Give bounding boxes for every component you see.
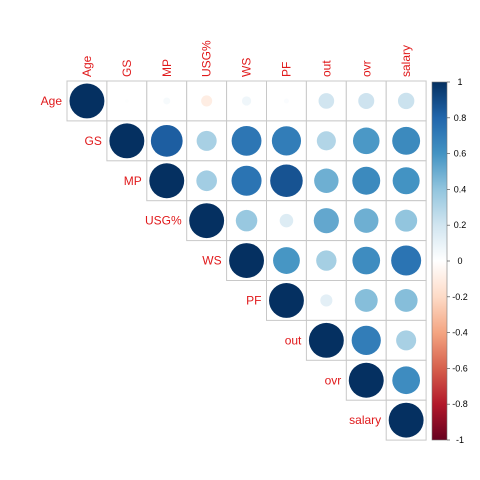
corr-circle-Age-USG%	[201, 95, 212, 106]
column-label: WS	[240, 58, 254, 77]
corr-circle-WS-ovr	[352, 247, 380, 275]
corr-circle-Age-salary	[398, 93, 414, 109]
column-label: PF	[279, 62, 293, 77]
corr-circle-salary-salary	[389, 403, 424, 438]
column-label: MP	[160, 59, 174, 77]
circle-layer	[70, 84, 424, 438]
colorbar-tick-label: -0.6	[452, 363, 468, 373]
colorbar-gradient	[432, 82, 447, 440]
corr-circle-Age-MP	[163, 97, 170, 104]
colorbar-tick-label: 0.8	[454, 113, 467, 123]
corr-circle-USG%-salary	[395, 210, 417, 232]
corr-circle-MP-MP	[149, 163, 184, 198]
corr-circle-WS-salary	[391, 246, 421, 276]
corr-circle-PF-ovr	[355, 289, 378, 312]
column-label: out	[319, 60, 333, 77]
corr-circle-MP-PF	[270, 164, 303, 197]
corr-circle-ovr-ovr	[349, 363, 384, 398]
corr-circle-GS-WS	[232, 126, 262, 156]
colorbar-tick-label: -0.8	[452, 399, 468, 409]
corr-circle-out-ovr	[352, 326, 381, 355]
column-label: USG%	[200, 40, 214, 77]
colorbar-tick-label: 0.2	[454, 220, 467, 230]
corr-circle-PF-PF	[269, 283, 304, 318]
corr-circle-MP-salary	[393, 167, 420, 194]
corr-circle-MP-WS	[232, 166, 262, 196]
corr-circle-Age-WS	[242, 96, 251, 105]
row-label: MP	[124, 174, 142, 188]
row-label: WS	[202, 254, 221, 268]
corr-circle-GS-salary	[392, 127, 420, 155]
corr-circle-USG%-PF	[280, 214, 294, 228]
row-label: USG%	[145, 214, 182, 228]
corr-circle-USG%-ovr	[354, 208, 378, 232]
colorbar-tick-label: 0	[457, 256, 462, 266]
corr-circle-out-salary	[396, 330, 416, 350]
colorbar-tick-label: 0.4	[454, 184, 467, 194]
corr-circle-GS-out	[317, 131, 336, 150]
column-label: salary	[399, 45, 413, 77]
corr-circle-Age-Age	[70, 84, 105, 119]
corr-circle-Age-GS	[125, 99, 128, 102]
colorbar-tick-label: -0.4	[452, 328, 468, 338]
corr-circle-ovr-salary	[392, 366, 420, 394]
corr-circle-PF-salary	[395, 289, 418, 312]
colorbar-tick-label: 1	[457, 77, 462, 87]
corr-circle-WS-out	[316, 250, 336, 270]
row-label: salary	[349, 413, 381, 427]
row-label: PF	[246, 293, 261, 307]
row-label: out	[285, 333, 302, 347]
column-label: ovr	[359, 60, 373, 77]
corr-circle-GS-PF	[272, 126, 301, 155]
column-label: GS	[120, 60, 134, 77]
row-label: Age	[41, 94, 63, 108]
colorbar: 1 0.8 0.6 0.4 0.2 0 -0.2 -0.4 -0.6 -0.8 -1	[432, 77, 468, 445]
corr-circle-Age-out	[319, 93, 335, 109]
colorbar-tick-label: 0.6	[454, 149, 467, 159]
corr-circle-WS-WS	[229, 243, 264, 278]
corr-circle-GS-MP	[151, 125, 183, 157]
corr-circle-USG%-out	[314, 208, 339, 233]
corr-circle-GS-ovr	[353, 128, 380, 155]
corr-circle-out-out	[309, 323, 344, 358]
corr-circle-PF-out	[320, 294, 332, 306]
colorbar-tick-label: -1	[456, 435, 464, 445]
corr-circle-USG%-USG%	[189, 203, 224, 238]
corr-circle-GS-GS	[109, 123, 144, 158]
corr-circle-USG%-WS	[236, 210, 258, 232]
corr-circle-MP-ovr	[352, 167, 380, 195]
corr-circle-GS-USG%	[197, 131, 217, 151]
corr-circle-MP-USG%	[196, 170, 217, 191]
corr-circle-Age-ovr	[358, 93, 374, 109]
colorbar-tick-label: -0.2	[452, 292, 468, 302]
row-label: GS	[85, 134, 102, 148]
corr-circle-MP-out	[314, 169, 338, 193]
row-label: ovr	[325, 373, 342, 387]
corr-circle-Age-PF	[284, 98, 289, 103]
corr-circle-WS-PF	[273, 247, 300, 274]
column-label: Age	[80, 55, 94, 77]
